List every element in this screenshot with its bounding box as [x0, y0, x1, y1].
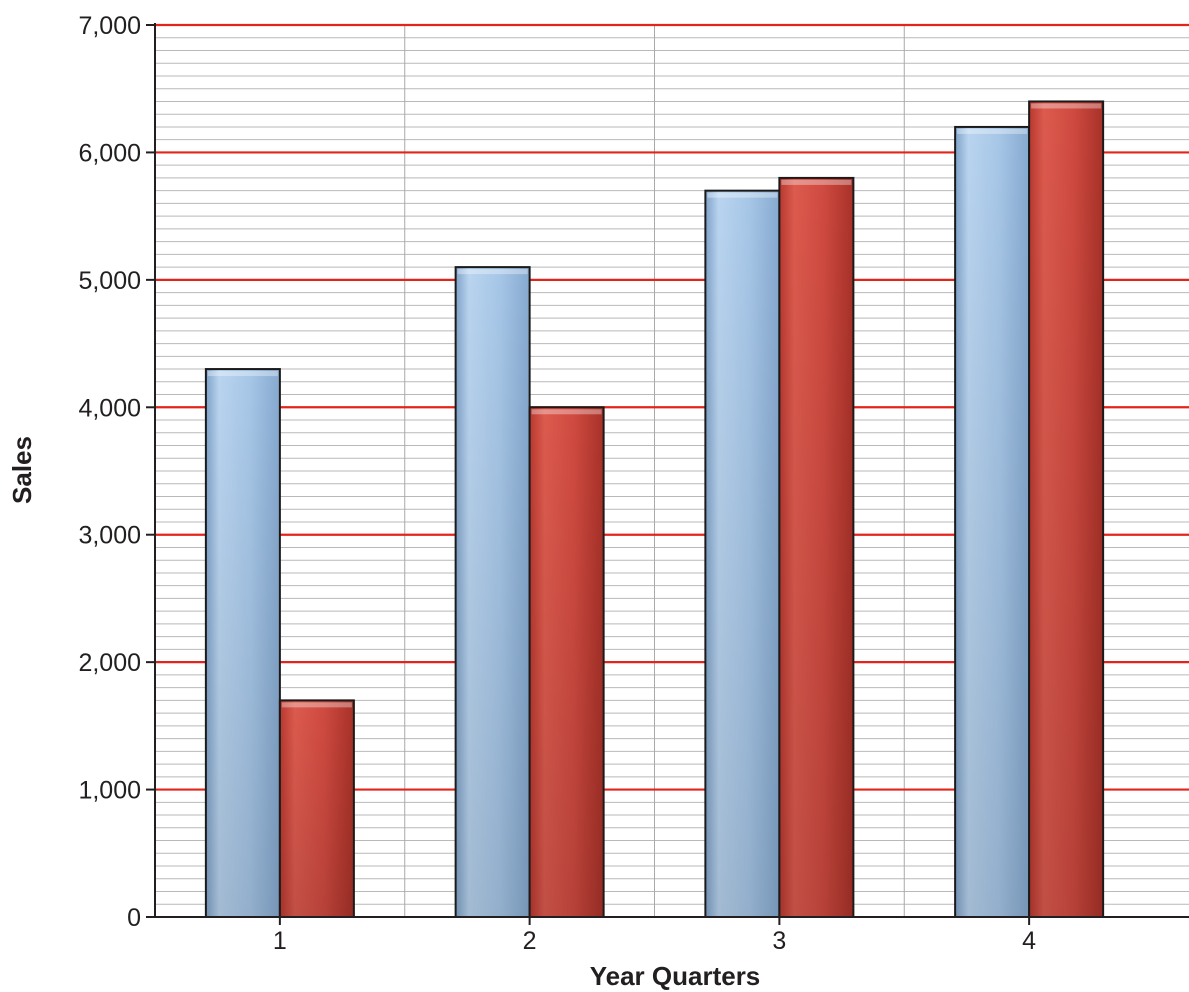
- y-axis-title: Sales: [7, 436, 37, 504]
- x-tick-label: 1: [273, 927, 287, 955]
- x-tick-label: 4: [1022, 927, 1036, 955]
- bar-bevel: [957, 128, 1028, 134]
- bar-bevel: [207, 371, 278, 377]
- y-tick-label: 3,000: [78, 522, 141, 550]
- y-tick-label: 4,000: [78, 394, 141, 422]
- bar-bevel: [781, 179, 852, 185]
- bar: [778, 176, 855, 918]
- bar: [704, 189, 781, 918]
- y-tick-label: 6,000: [78, 139, 141, 167]
- bar-bevel: [707, 192, 778, 198]
- bar-shade: [456, 268, 529, 917]
- bar-shade: [206, 370, 279, 916]
- bar-shade: [780, 178, 853, 916]
- x-axis-ticks: 1 2 3 4: [273, 917, 1036, 955]
- bar: [278, 699, 355, 918]
- bar-bevel: [1031, 103, 1102, 109]
- x-tick-label: 3: [772, 927, 786, 955]
- bar-shade: [956, 127, 1029, 916]
- y-tick-label: 0: [127, 904, 141, 932]
- bar: [454, 266, 531, 919]
- bar: [1028, 100, 1105, 918]
- vertical-separators: [404, 25, 905, 917]
- axes: [154, 23, 1189, 918]
- y-tick-label: 2,000: [78, 649, 141, 677]
- x-tick-label: 2: [523, 927, 537, 955]
- bar-shade: [1030, 102, 1103, 916]
- bar: [954, 125, 1031, 918]
- x-axis-title: Year Quarters: [590, 961, 761, 991]
- y-axis-ticks: 0 1,000 2,000 3,000 4,000 5,000 6,000 7,000: [78, 12, 155, 932]
- bar-shade: [280, 701, 353, 916]
- bar-bevel: [281, 702, 352, 708]
- bar: [204, 368, 281, 918]
- y-tick-label: 7,000: [78, 12, 141, 40]
- bar: [528, 406, 605, 918]
- bar-bevel: [531, 409, 602, 415]
- y-tick-label: 1,000: [78, 777, 141, 805]
- bar-bevel: [457, 269, 528, 275]
- y-tick-label: 5,000: [78, 267, 141, 295]
- bar-shade: [530, 408, 603, 916]
- bar-shade: [706, 191, 779, 916]
